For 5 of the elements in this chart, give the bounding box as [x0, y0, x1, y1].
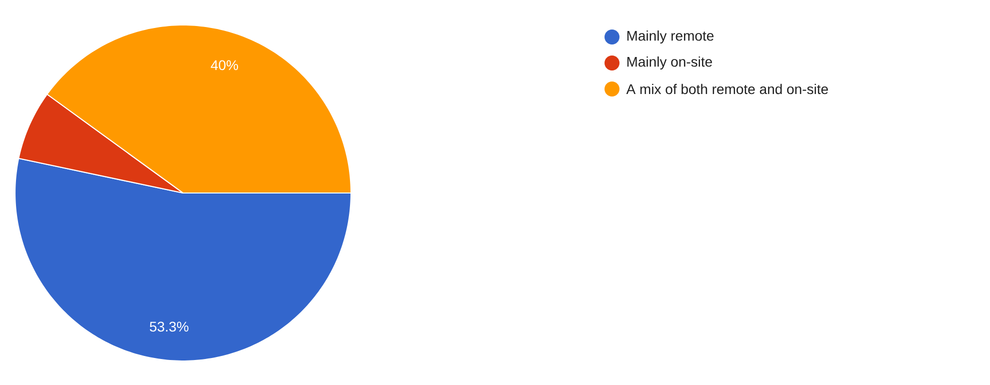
data-label: 53.3% — [150, 322, 188, 332]
legend-label: A mix of both remote and on-site — [626, 84, 828, 94]
data-label: 40% — [210, 60, 238, 70]
legend-label: Mainly on-site — [627, 56, 712, 70]
legend-label: Mainly remote — [627, 30, 714, 44]
